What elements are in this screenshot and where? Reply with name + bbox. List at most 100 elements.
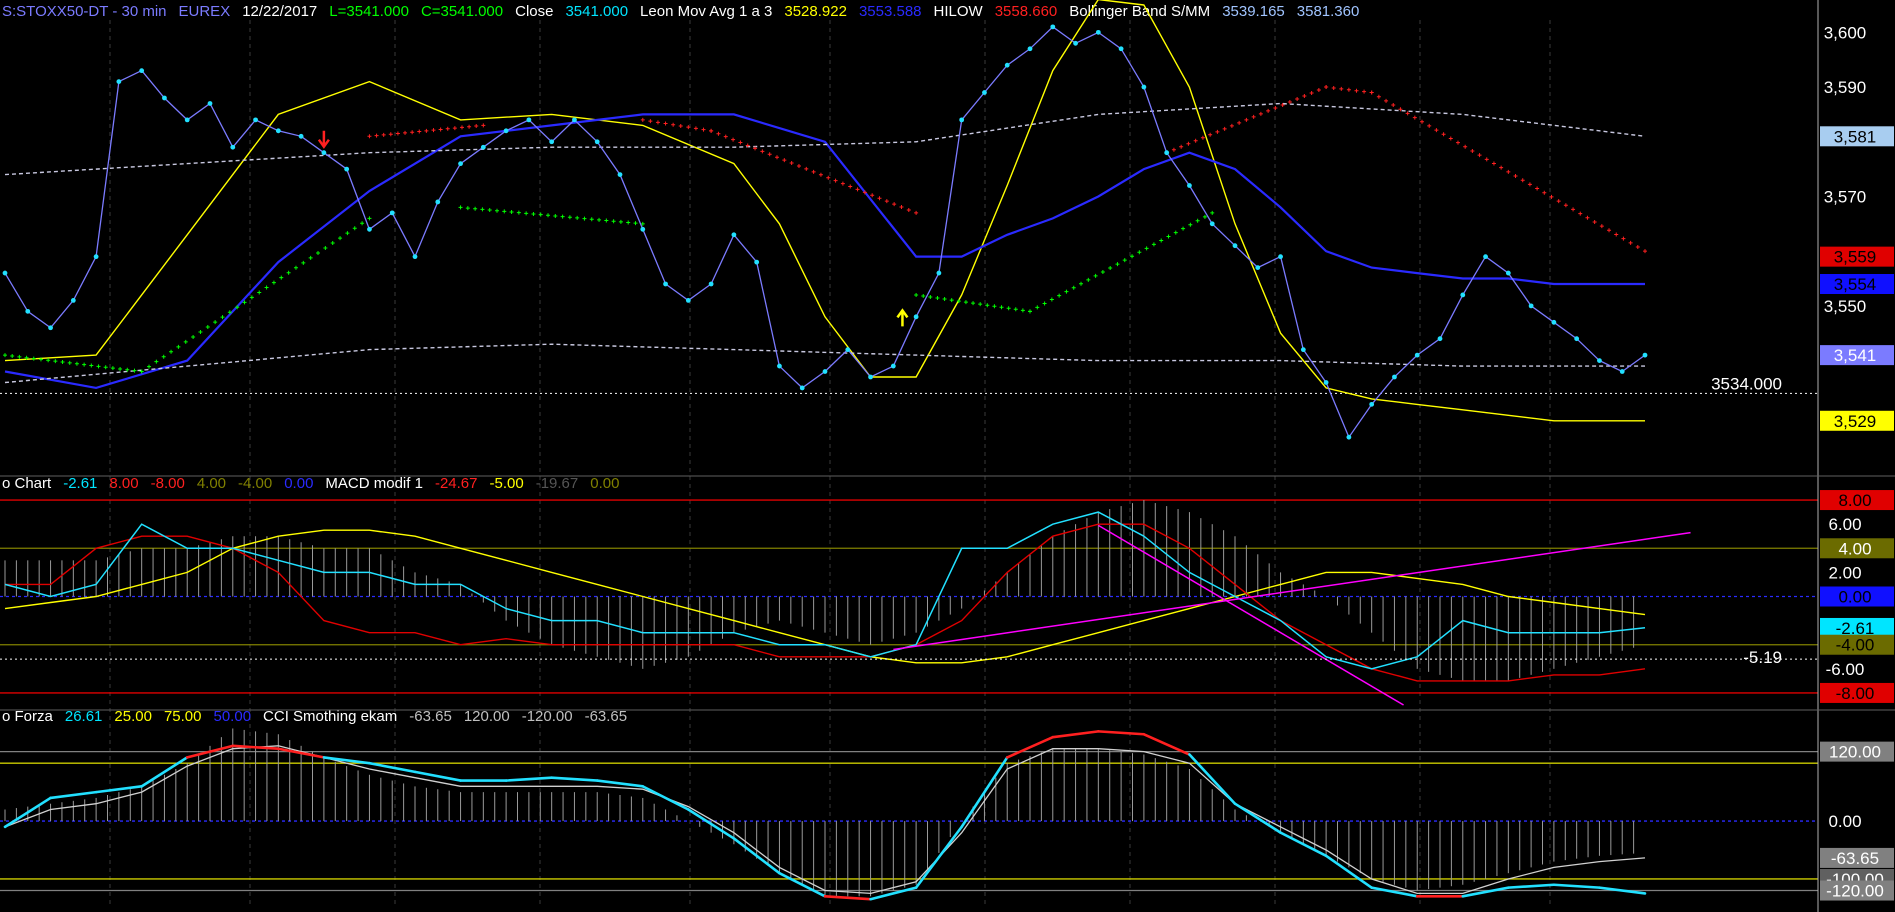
hilow-mark <box>271 280 276 285</box>
hilow-mark <box>60 360 65 365</box>
close-point <box>572 117 577 123</box>
hilow-mark <box>352 226 357 231</box>
hilow-mark <box>1115 262 1120 267</box>
close-point <box>1392 374 1397 380</box>
hilow-mark <box>1470 148 1475 153</box>
header-item: 75.00 <box>164 708 202 725</box>
hilow-mark <box>1542 190 1547 195</box>
header-item: -2.61 <box>63 475 97 492</box>
hilow-mark <box>663 121 668 126</box>
hilow-mark <box>242 300 247 305</box>
value-tag <box>1820 741 1894 762</box>
hilow-mark <box>1020 308 1025 313</box>
forza-line <box>1279 831 1328 858</box>
header-item: 12/22/2017 <box>242 3 317 20</box>
header-item: 3528.922 <box>784 3 847 20</box>
hilow-segment <box>139 216 372 374</box>
close-point <box>116 79 122 84</box>
hilow-mark <box>1266 108 1271 113</box>
close-point <box>25 308 31 314</box>
hilow-mark <box>1434 128 1439 133</box>
hilow-segment <box>914 292 1032 314</box>
header-item: CCI Smothing ekam <box>263 708 397 725</box>
close-point <box>868 374 873 380</box>
close-point <box>435 199 441 205</box>
header-item: -4.00 <box>238 475 272 492</box>
hilow-mark <box>1295 96 1300 101</box>
close-point <box>1323 380 1329 385</box>
hilow-mark <box>1237 120 1242 125</box>
forza-line <box>732 837 781 875</box>
close-point <box>184 117 190 123</box>
close-point <box>1346 434 1352 440</box>
hilow-mark <box>611 219 616 224</box>
hilow-mark <box>1520 178 1525 183</box>
close-point <box>1597 358 1602 363</box>
hilow-mark <box>678 123 683 128</box>
value-tag-label: -120.00 <box>1826 882 1884 901</box>
hilow-mark <box>1302 94 1307 99</box>
hilow-mark <box>1108 266 1113 271</box>
hilow-mark <box>459 125 464 130</box>
hilow-mark <box>582 216 587 221</box>
value-tag <box>1820 617 1894 638</box>
value-tag-label: -2.61 <box>1836 619 1875 638</box>
hilow-mark <box>1287 99 1292 104</box>
hilow-mark <box>10 353 15 358</box>
oscillator-line <box>4 511 1646 670</box>
hilow-mark <box>1159 238 1164 243</box>
cci-panel[interactable]: o Forza 26.61 25.00 75.00 50.00 CCI Smothing … <box>0 708 1894 901</box>
hilow-mark <box>709 128 714 133</box>
close-point <box>1414 352 1420 358</box>
hilow-mark <box>191 334 196 339</box>
hilow-mark <box>560 214 565 219</box>
y-tick-label: 3,570 <box>1824 187 1867 206</box>
hilow-mark <box>1527 182 1532 187</box>
price-panel[interactable]: S:STOXX50-DT - 30 min EUREX 12/22/2017 L=35… <box>0 0 1894 440</box>
close-point <box>207 101 213 106</box>
hilow-segment <box>709 128 919 215</box>
forza-line <box>231 744 280 751</box>
hilow-mark <box>914 210 919 215</box>
hilow-mark <box>458 205 463 210</box>
header-item: Bollinger Band S/MM <box>1069 3 1210 20</box>
hilow-mark <box>1563 203 1568 208</box>
reference-label: -5.19 <box>1743 648 1782 667</box>
hilow-mark <box>96 364 101 369</box>
hilow-mark <box>1028 309 1032 314</box>
hilow-mark <box>546 213 551 218</box>
hilow-mark <box>1173 230 1178 235</box>
macd-panel[interactable]: o Chart -2.61 8.00 -8.00 4.00 -4.00 0.00 MACD m… <box>0 475 1894 706</box>
close-point <box>1483 254 1488 260</box>
hilow-mark <box>452 126 457 131</box>
hilow-mark <box>949 298 954 303</box>
forza-line <box>823 895 872 901</box>
hilow-mark <box>1477 153 1482 158</box>
hilow-mark <box>1599 224 1604 229</box>
close-point <box>321 150 327 156</box>
forza-line <box>1097 730 1146 736</box>
hilow-mark <box>1643 249 1647 254</box>
hilow-mark <box>1549 194 1554 199</box>
hilow-mark <box>1571 207 1576 212</box>
forza-line <box>94 785 143 794</box>
hilow-mark <box>1369 90 1374 95</box>
hilow-mark <box>1166 234 1171 239</box>
hilow-mark <box>1130 254 1135 259</box>
forza-line <box>3 796 52 829</box>
close-point <box>913 314 919 320</box>
hilow-mark <box>1086 277 1091 282</box>
hilow-mark <box>633 221 638 226</box>
hilow-mark <box>1331 85 1336 90</box>
header-item: HILOW <box>934 3 984 20</box>
forza-line <box>1598 886 1647 895</box>
header-item: 25.00 <box>114 708 152 725</box>
value-tag-label: -63.65 <box>1831 849 1879 868</box>
hilow-mark <box>345 231 350 236</box>
value-tag <box>1820 634 1894 655</box>
hilow-mark <box>575 215 580 220</box>
forza-line <box>140 756 189 788</box>
hilow-mark <box>301 260 306 265</box>
